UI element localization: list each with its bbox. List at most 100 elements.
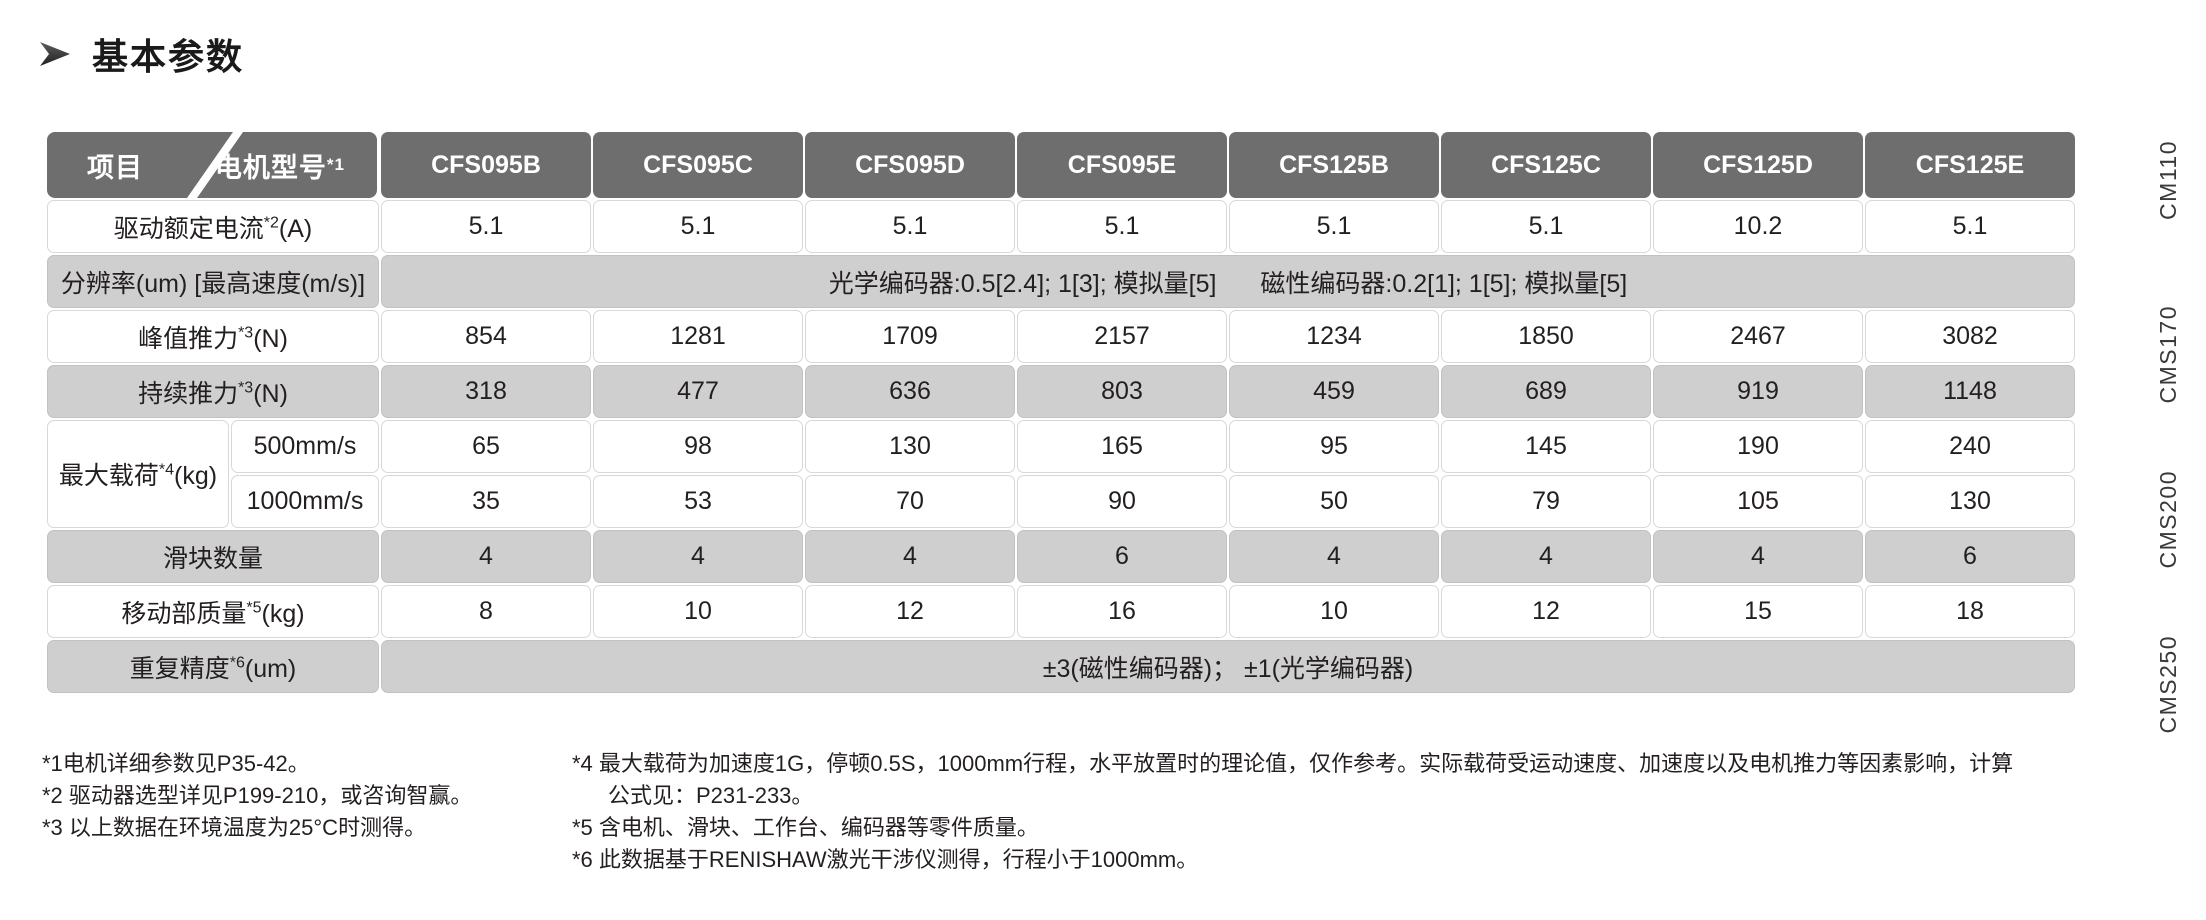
footnote-3: *3 以上数据在环境温度为25°C时测得。 bbox=[42, 815, 427, 840]
cell-value: 1850 bbox=[1441, 310, 1651, 363]
table-row: 驱动额定电流*2(A) 5.1 5.1 5.1 5.1 5.1 5.1 10.2… bbox=[47, 200, 2075, 253]
cell-value: 5.1 bbox=[381, 200, 591, 253]
cell-value: 105 bbox=[1653, 475, 1863, 528]
side-label-cm110: CM110 bbox=[2155, 140, 2181, 220]
cell-value: 4 bbox=[805, 530, 1015, 583]
cell-repeatability-merged: ±3(磁性编码器)； ±1(光学编码器) bbox=[381, 640, 2075, 693]
cell-value: 5.1 bbox=[805, 200, 1015, 253]
cell-value: 16 bbox=[1017, 585, 1227, 638]
row-label-moving-mass: 移动部质量*5(kg) bbox=[47, 585, 379, 638]
cell-value: 5.1 bbox=[1229, 200, 1439, 253]
cell-value: 18 bbox=[1865, 585, 2075, 638]
side-label-cms250: CMS250 bbox=[2155, 635, 2181, 734]
table-row: 分辨率(um) [最高速度(m/s)] 光学编码器:0.5[2.4]; 1[3]… bbox=[47, 255, 2075, 308]
row-label-resolution: 分辨率(um) [最高速度(m/s)] bbox=[47, 255, 379, 308]
row-label-peak-thrust: 峰值推力*3(N) bbox=[47, 310, 379, 363]
table-row: 持续推力*3(N) 318 477 636 803 459 689 919 11… bbox=[47, 365, 2075, 418]
footnote-6: *6 此数据基于RENISHAW激光干涉仪测得，行程小于1000mm。 bbox=[572, 847, 1199, 872]
cell-value: 10 bbox=[1229, 585, 1439, 638]
sub-label-speed-1000: 1000mm/s bbox=[231, 475, 379, 528]
cell-value: 636 bbox=[805, 365, 1015, 418]
row-label-continuous-thrust: 持续推力*3(N) bbox=[47, 365, 379, 418]
section-title-row: 基本参数 bbox=[38, 28, 244, 80]
cell-value: 803 bbox=[1017, 365, 1227, 418]
col-header-cfs095c[interactable]: CFS095C bbox=[593, 132, 803, 198]
cell-value: 240 bbox=[1865, 420, 2075, 473]
table-row: 移动部质量*5(kg) 8 10 12 16 10 12 15 18 bbox=[47, 585, 2075, 638]
cell-value: 4 bbox=[1653, 530, 1863, 583]
cell-value: 8 bbox=[381, 585, 591, 638]
cell-value: 4 bbox=[593, 530, 803, 583]
cell-value: 165 bbox=[1017, 420, 1227, 473]
cell-value: 1281 bbox=[593, 310, 803, 363]
cell-value: 79 bbox=[1441, 475, 1651, 528]
footnote-2: *2 驱动器选型详见P199-210，或咨询智赢。 bbox=[42, 783, 473, 808]
cell-value: 95 bbox=[1229, 420, 1439, 473]
side-label-cms200: CMS200 bbox=[2155, 470, 2181, 569]
col-header-cfs125e[interactable]: CFS125E bbox=[1865, 132, 2075, 198]
cell-value: 5.1 bbox=[1441, 200, 1651, 253]
cell-value: 6 bbox=[1865, 530, 2075, 583]
cell-value: 5.1 bbox=[593, 200, 803, 253]
cell-value: 4 bbox=[1229, 530, 1439, 583]
col-header-cfs095b[interactable]: CFS095B bbox=[381, 132, 591, 198]
footnote-5: *5 含电机、滑块、工作台、编码器等零件质量。 bbox=[572, 815, 1039, 840]
cell-value: 50 bbox=[1229, 475, 1439, 528]
header-split-cell: 项目 电机型号 *1 bbox=[47, 132, 379, 198]
footnote-4-continued: 公式见：P231-233。 bbox=[608, 783, 814, 808]
triangle-right-icon bbox=[40, 42, 70, 66]
row-label-repeatability: 重复精度*6(um) bbox=[47, 640, 379, 693]
cell-value: 3082 bbox=[1865, 310, 2075, 363]
side-label-group: CM110 CMS170 CMS200 CMS250 bbox=[2132, 140, 2192, 760]
header-model-label: 电机型号 *1 bbox=[214, 152, 345, 183]
page-title: 基本参数 bbox=[92, 36, 245, 77]
table-row: 峰值推力*3(N) 854 1281 1709 2157 1234 1850 2… bbox=[47, 310, 2075, 363]
cell-value: 15 bbox=[1653, 585, 1863, 638]
cell-value: 477 bbox=[593, 365, 803, 418]
col-header-cfs125c[interactable]: CFS125C bbox=[1441, 132, 1651, 198]
cell-value: 10.2 bbox=[1653, 200, 1863, 253]
cell-value: 90 bbox=[1017, 475, 1227, 528]
cell-value: 6 bbox=[1017, 530, 1227, 583]
table-row: 重复精度*6(um) ±3(磁性编码器)； ±1(光学编码器) bbox=[47, 640, 2075, 693]
sub-label-speed-500: 500mm/s bbox=[231, 420, 379, 473]
col-header-cfs095e[interactable]: CFS095E bbox=[1017, 132, 1227, 198]
cell-value: 35 bbox=[381, 475, 591, 528]
table-row: 1000mm/s 35 53 70 90 50 79 105 130 bbox=[47, 475, 2075, 528]
cell-value: 130 bbox=[805, 420, 1015, 473]
side-label-cms170: CMS170 bbox=[2155, 305, 2181, 404]
cell-value: 919 bbox=[1653, 365, 1863, 418]
col-header-cfs125d[interactable]: CFS125D bbox=[1653, 132, 1863, 198]
cell-value: 318 bbox=[381, 365, 591, 418]
spec-table-wrap: 项目 电机型号 *1 CFS095B CFS095C CFS095D CFS095… bbox=[45, 130, 2075, 695]
cell-value: 689 bbox=[1441, 365, 1651, 418]
cell-value: 10 bbox=[593, 585, 803, 638]
cell-value: 145 bbox=[1441, 420, 1651, 473]
col-header-cfs095d[interactable]: CFS095D bbox=[805, 132, 1015, 198]
cell-value: 854 bbox=[381, 310, 591, 363]
table-row: 最大载荷*4(kg) 500mm/s 65 98 130 165 95 145 … bbox=[47, 420, 2075, 528]
cell-value: 1234 bbox=[1229, 310, 1439, 363]
cell-resolution-merged: 光学编码器:0.5[2.4]; 1[3]; 模拟量[5] 磁性编码器:0.2[1]… bbox=[381, 255, 2075, 308]
cell-value: 98 bbox=[593, 420, 803, 473]
row-label-rated-current: 驱动额定电流*2(A) bbox=[47, 200, 379, 253]
cell-value: 53 bbox=[593, 475, 803, 528]
cell-value: 130 bbox=[1865, 475, 2075, 528]
header-model-sup: *1 bbox=[326, 155, 345, 174]
cell-value: 459 bbox=[1229, 365, 1439, 418]
footnote-4: *4 最大载荷为加速度1G，停顿0.5S，1000mm行程，水平放置时的理论值，… bbox=[572, 751, 2014, 776]
footnotes-left-column: *1电机详细参数见P35-42。 *2 驱动器选型详见P199-210，或咨询智… bbox=[42, 748, 532, 844]
row-label-max-load: 最大载荷*4(kg) bbox=[47, 420, 229, 528]
cell-value: 5.1 bbox=[1017, 200, 1227, 253]
footnote-1: *1电机详细参数见P35-42。 bbox=[42, 751, 310, 776]
col-header-cfs125b[interactable]: CFS125B bbox=[1229, 132, 1439, 198]
table-header-row: 项目 电机型号 *1 CFS095B CFS095C CFS095D CFS095… bbox=[47, 132, 2075, 198]
cell-value: 1709 bbox=[805, 310, 1015, 363]
cell-value: 190 bbox=[1653, 420, 1863, 473]
cell-value: 4 bbox=[381, 530, 591, 583]
cell-value: 1148 bbox=[1865, 365, 2075, 418]
row-label-slider-count: 滑块数量 bbox=[47, 530, 379, 583]
cell-value: 12 bbox=[805, 585, 1015, 638]
cell-value: 65 bbox=[381, 420, 591, 473]
